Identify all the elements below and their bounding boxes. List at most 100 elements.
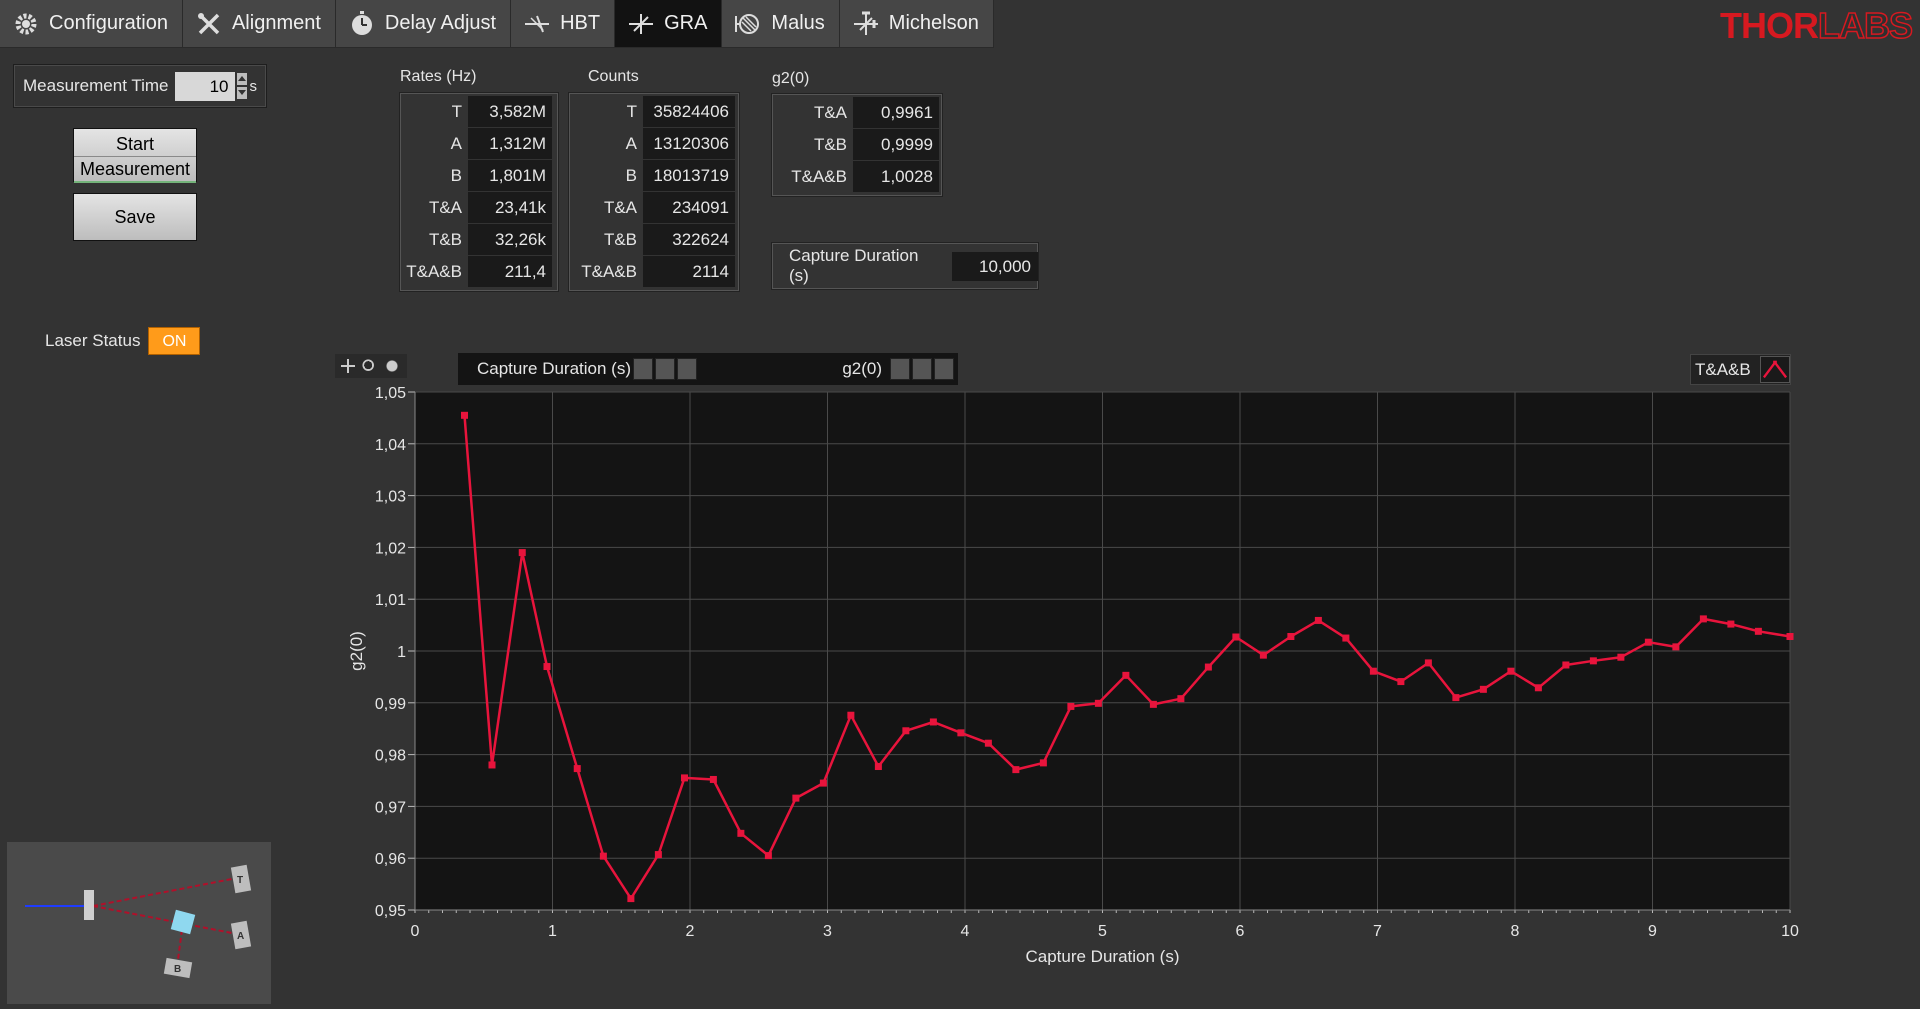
tab-label: Michelson — [888, 12, 979, 34]
data-point — [792, 794, 800, 802]
data-point — [1287, 632, 1295, 640]
g2-value: 0,9999 — [853, 129, 939, 161]
pan-tool-icon[interactable] — [383, 358, 401, 374]
y-axis-title: g2(0) — [347, 631, 366, 671]
tab-label: HBT — [560, 12, 601, 34]
data-point — [764, 852, 772, 860]
rate-value: 3,582M — [468, 96, 552, 128]
y-axis-autoscale-icon[interactable] — [912, 358, 932, 380]
beam-splitter-icon — [525, 15, 550, 32]
polarizer-icon — [735, 13, 760, 34]
data-point — [1067, 702, 1075, 710]
counts-table: T 35824406 A 13120306 B 18013719 T&A 234091 … — [568, 92, 740, 292]
detector-b-label: B — [174, 964, 181, 975]
zoom-tool-icon[interactable] — [361, 358, 379, 374]
start-measurement-button[interactable]: Start Measurement — [73, 128, 197, 183]
data-point — [1672, 643, 1680, 651]
measurement-time-spinner[interactable] — [236, 73, 247, 99]
count-value: 18013719 — [643, 160, 735, 192]
rate-label: T&B — [428, 230, 462, 249]
rate-value: 211,4 — [468, 256, 552, 288]
decrement-arrow-icon[interactable] — [236, 87, 247, 99]
tab-configuration[interactable]: Configuration — [0, 0, 183, 48]
data-point — [847, 711, 855, 719]
data-point — [488, 761, 496, 769]
data-point — [599, 852, 607, 860]
x-axis-lock-icon[interactable] — [633, 358, 654, 380]
count-label: B — [625, 166, 637, 185]
data-point — [1562, 661, 1570, 669]
data-point — [1149, 700, 1157, 708]
count-value: 13120306 — [643, 128, 735, 160]
increment-arrow-icon[interactable] — [236, 73, 247, 85]
y-tick-label: 1,01 — [375, 592, 406, 609]
x-tick-label: 10 — [1781, 923, 1799, 940]
count-label: T&B — [603, 230, 637, 249]
x-tick-label: 7 — [1373, 923, 1382, 940]
rates-table: T 3,582M A 1,312M B 1,801M T&A 23,41k T&B 32,… — [399, 92, 559, 292]
y-tick-label: 1,02 — [375, 540, 406, 557]
y-tick-label: 0,97 — [375, 799, 406, 816]
plot-legend[interactable]: T&A&B — [1690, 354, 1791, 385]
y-tick-label: 1,05 — [375, 385, 406, 402]
data-point — [681, 774, 688, 782]
laser-status-indicator[interactable]: ON — [148, 327, 201, 355]
x-tick-label: 5 — [1098, 923, 1107, 940]
x-axis-title: Capture Duration (s) — [1025, 947, 1179, 965]
rate-label: B — [450, 166, 462, 185]
tab-alignment[interactable]: Alignment — [182, 0, 336, 48]
crosshair-tool-icon[interactable] — [339, 358, 357, 374]
x-axis-autoscale-icon[interactable] — [655, 358, 676, 380]
y-tick-label: 1,03 — [375, 489, 406, 506]
tab-michelson[interactable]: Michelson — [839, 0, 994, 48]
data-point — [1589, 657, 1597, 665]
data-point — [1644, 638, 1652, 646]
tab-delay-adjust[interactable]: Delay Adjust — [335, 0, 512, 48]
x-tick-label: 9 — [1648, 923, 1657, 940]
laser-status: Laser Status ON — [45, 327, 201, 355]
rate-value: 32,26k — [468, 224, 552, 256]
rate-label: A — [450, 134, 462, 153]
data-point — [573, 765, 581, 773]
count-value: 35824406 — [643, 96, 735, 128]
detector-a-label: A — [237, 931, 244, 942]
x-tick-label: 6 — [1236, 923, 1245, 940]
data-point — [1122, 671, 1130, 679]
y-tick-label: 0,96 — [375, 851, 406, 868]
tab-label: Malus — [771, 12, 825, 34]
x-tick-label: 0 — [411, 923, 420, 940]
tab-malus[interactable]: Malus — [722, 0, 840, 48]
rate-label: T&A&B — [406, 262, 462, 281]
tools-icon — [197, 12, 220, 34]
data-point — [709, 775, 717, 783]
data-point — [1094, 699, 1102, 707]
data-point — [902, 727, 910, 735]
data-point — [1204, 663, 1212, 671]
rates-title: Rates (Hz) — [400, 68, 477, 85]
data-point — [654, 851, 662, 859]
tab-bar: Configuration Alignment Delay Adjust HBT… — [0, 0, 994, 48]
x-tick-label: 2 — [686, 923, 695, 940]
y-tick-label: 0,98 — [375, 748, 406, 765]
count-value: 2114 — [643, 256, 735, 288]
y-axis-name: g2(0) — [842, 359, 882, 378]
x-axis-name: Capture Duration (s) — [477, 359, 632, 378]
save-button[interactable]: Save — [73, 193, 197, 241]
x-axis-format-icon[interactable] — [677, 358, 698, 380]
gear-icon — [15, 13, 37, 34]
tab-hbt[interactable]: HBT — [511, 0, 616, 48]
g2-label: T&A&B — [791, 167, 847, 186]
data-point — [543, 663, 551, 671]
rate-label: T — [451, 102, 462, 121]
y-axis-lock-icon[interactable] — [890, 358, 910, 380]
data-point — [1342, 634, 1350, 642]
y-axis-format-icon[interactable] — [934, 358, 954, 380]
tab-gra[interactable]: GRA — [615, 0, 723, 48]
measurement-time-input[interactable]: 10 — [174, 71, 235, 101]
data-point — [1699, 615, 1707, 623]
legend-series-name: T&A&B — [1695, 359, 1751, 379]
data-point — [1177, 695, 1185, 703]
capture-duration-label: Capture Duration (s) — [789, 246, 919, 285]
x-tick-label: 4 — [961, 923, 970, 940]
capture-duration-value: 10,000 — [952, 251, 1038, 281]
